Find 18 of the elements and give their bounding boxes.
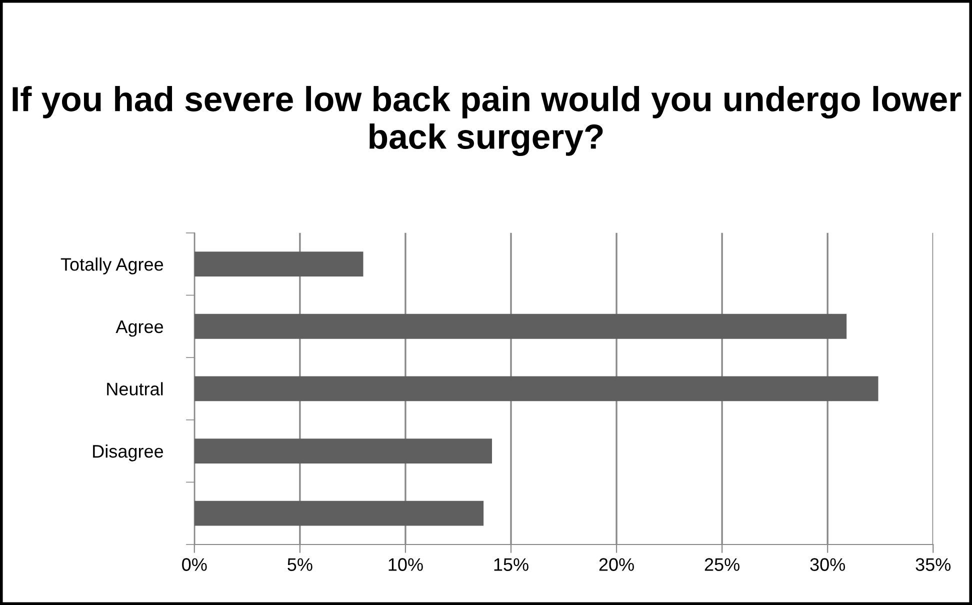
bar — [194, 376, 878, 402]
bar — [194, 438, 492, 464]
y-tick-label: Neutral — [107, 382, 163, 396]
y-tick-label: Disagree — [93, 444, 164, 462]
bar — [194, 252, 364, 277]
x-tick-label: 5% — [288, 558, 312, 571]
bar — [194, 314, 847, 339]
bar — [194, 500, 484, 526]
chart-title: If you had severe low back pain would you undergo lower back surgery? — [12, 86, 962, 156]
x-tick-label: 20% — [599, 558, 634, 571]
x-tick-label: 10% — [388, 558, 423, 571]
x-tick-label: 25% — [704, 558, 740, 571]
x-tick-label: 35% — [916, 558, 951, 571]
x-tick-label: 15% — [494, 558, 528, 571]
x-tick-label: 30% — [810, 558, 846, 571]
x-tick-label: 0% — [182, 558, 207, 571]
y-tick-label: Agree — [116, 320, 164, 337]
y-tick-label: Totally Agree — [60, 258, 164, 274]
